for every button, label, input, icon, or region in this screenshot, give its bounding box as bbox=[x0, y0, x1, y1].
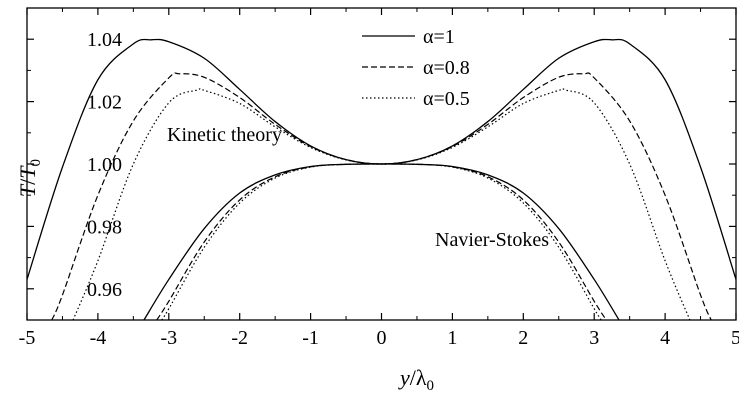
y-tick-label: 1.00 bbox=[87, 154, 122, 176]
series-line-navier-stokes-0-5-navier-stokes bbox=[161, 163, 602, 320]
annotation-kinetic-theory: Kinetic theory bbox=[167, 124, 282, 146]
x-tick-label: 3 bbox=[589, 327, 599, 349]
x-axis-label: y/λ0 bbox=[398, 365, 434, 394]
x-tick-label: -4 bbox=[90, 327, 107, 349]
y-tick-label: 1.02 bbox=[87, 92, 122, 114]
axis-ticks: -5 -4 -3 -2 -1 0 1 2 3 4 5 0.96 0.98 1.00 1.02 1.04 bbox=[19, 7, 739, 349]
legend-label: α=1 bbox=[423, 26, 455, 48]
x-tick-label: -2 bbox=[231, 327, 248, 349]
x-tick-label: -5 bbox=[19, 327, 36, 349]
y-axis-label: T/T0 bbox=[15, 159, 44, 197]
annotation-navier-stokes: Navier-Stokes bbox=[435, 229, 549, 251]
y-tick-label: 0.96 bbox=[87, 279, 122, 301]
x-tick-label: 1 bbox=[447, 327, 457, 349]
series-line-kinetic-theory-0-8 bbox=[51, 72, 712, 320]
series-line-navier-stokes-0-8-navier-stokes bbox=[156, 163, 607, 320]
x-tick-label: 0 bbox=[377, 327, 387, 349]
legend-label: α=0.5 bbox=[423, 88, 470, 110]
series-line-kinetic-theory-1 bbox=[27, 38, 736, 280]
legend: α=1 α=0.8 α=0.5 bbox=[362, 26, 470, 110]
x-tick-label: -1 bbox=[302, 327, 319, 349]
x-tick-label: 4 bbox=[660, 327, 670, 349]
x-tick-label: -3 bbox=[160, 327, 177, 349]
y-tick-label: 0.98 bbox=[87, 216, 122, 238]
y-tick-label: 1.04 bbox=[87, 29, 122, 51]
x-tick-label: 5 bbox=[731, 327, 739, 349]
legend-label: α=0.8 bbox=[423, 57, 470, 79]
x-tick-label: 2 bbox=[518, 327, 528, 349]
plot-area bbox=[27, 38, 736, 320]
